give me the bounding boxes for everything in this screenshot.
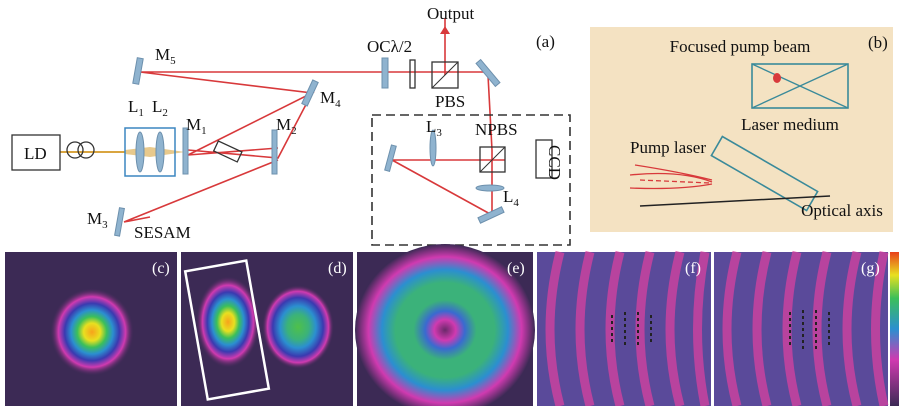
panel-tag: (c): [152, 260, 170, 277]
label: PBS: [435, 92, 465, 111]
label-sub: 2: [162, 107, 168, 119]
label: M5: [155, 45, 176, 67]
label-main: L: [128, 97, 138, 116]
mirror: [272, 130, 277, 174]
label-main: L: [426, 117, 436, 136]
mirror: [183, 128, 188, 174]
label-sub: 3: [436, 127, 442, 139]
mirror: [133, 58, 143, 85]
panel-tag: (d): [328, 260, 347, 277]
panel-tag: (f): [685, 260, 701, 277]
beam-spot: [262, 285, 334, 369]
panel-tag: (g): [861, 260, 880, 277]
label: M1: [186, 115, 207, 137]
pump-beam: [125, 147, 185, 157]
label-sub: 1: [138, 107, 144, 119]
label-sub: 3: [102, 219, 108, 231]
label-main: M: [87, 209, 102, 228]
label: L3: [426, 117, 442, 139]
label-sub: 4: [335, 98, 341, 110]
label: L1: [128, 97, 144, 119]
label: NPBS: [475, 120, 518, 139]
label: Pump laser: [630, 138, 706, 157]
label: M2: [276, 115, 297, 137]
fiber-coil: [78, 142, 94, 158]
panel-a-labels: Output (a) OCλ/2 PBS NPBS CCD LD SESAM M…: [24, 4, 564, 242]
lens: [476, 185, 504, 191]
label-main: M: [320, 88, 335, 107]
profiles: (c) (d) (e) (f) (g): [5, 244, 899, 406]
label: Laser medium: [741, 115, 839, 134]
label: L2: [152, 97, 168, 119]
mirror: [385, 145, 397, 171]
panel-tag: (b): [868, 33, 888, 52]
beam-spot: [50, 288, 134, 376]
label: LD: [24, 144, 47, 163]
oc: [382, 58, 388, 88]
label-sub: 1: [201, 125, 207, 137]
label: Optical axis: [801, 201, 883, 220]
panel-b: (b) Focused pump beam Laser medium Pump …: [590, 27, 893, 232]
mirror: [115, 208, 125, 236]
label: M4: [320, 88, 341, 110]
label-main: M: [155, 45, 170, 64]
label-sub: 5: [170, 55, 176, 67]
mirror: [302, 80, 318, 106]
output-arrow: [440, 26, 450, 34]
panel-tag: (a): [536, 32, 555, 51]
figure: Output (a) OCλ/2 PBS NPBS CCD LD SESAM M…: [0, 0, 899, 406]
panel-tag: (e): [507, 260, 525, 277]
label: L4: [503, 187, 519, 209]
lens: [156, 132, 164, 172]
label-main: L: [152, 97, 162, 116]
label-main: L: [503, 187, 513, 206]
label: CCD: [545, 145, 564, 180]
label-sub: 2: [291, 125, 297, 137]
label-sub: 4: [513, 197, 519, 209]
label: M3: [87, 209, 108, 231]
label: SESAM: [134, 223, 191, 242]
colorbar: [890, 252, 899, 406]
pump-spot: [773, 73, 781, 83]
label: OCλ/2: [367, 37, 412, 56]
lens: [136, 132, 144, 172]
label-main: M: [186, 115, 201, 134]
waveplate: [410, 60, 415, 88]
label: Output: [427, 4, 475, 23]
detection-box: [372, 115, 570, 245]
label: Focused pump beam: [670, 37, 811, 56]
label-main: M: [276, 115, 291, 134]
